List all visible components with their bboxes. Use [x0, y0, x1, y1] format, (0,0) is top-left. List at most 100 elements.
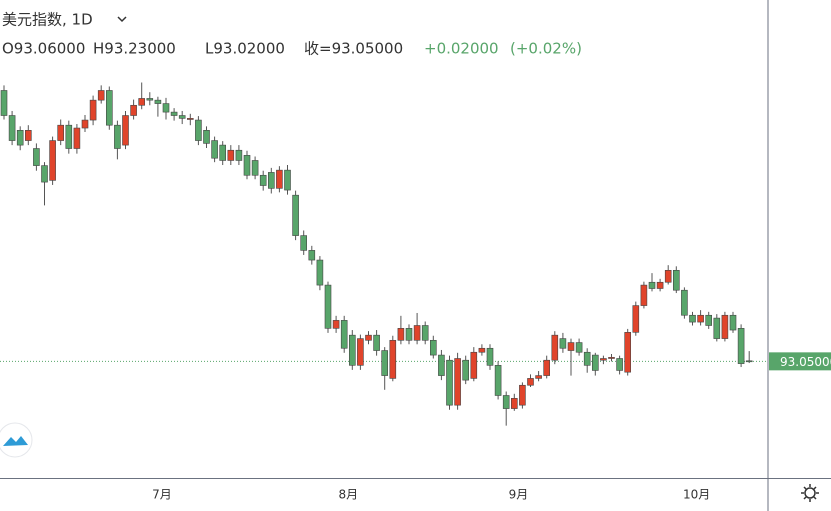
candle-body: [24, 130, 32, 141]
last-price-box: [769, 352, 831, 371]
candle-body: [575, 342, 583, 353]
candle-body: [267, 172, 275, 189]
candle-body: [114, 124, 121, 149]
candle-body: [624, 332, 632, 373]
candle-body: [170, 111, 178, 116]
candle-body: [389, 339, 397, 379]
chart-title: 美元指数, 1D: [2, 11, 93, 29]
candle-body: [65, 124, 73, 149]
candle-body: [640, 284, 648, 306]
candle-body: [713, 317, 721, 339]
candle-body: [49, 140, 56, 181]
candle-body: [340, 320, 348, 349]
candle-body: [235, 149, 243, 161]
candle-body: [154, 99, 162, 104]
last-price-label: 93.05000: [780, 355, 831, 369]
candle-body: [365, 334, 372, 341]
candle-body: [413, 325, 421, 341]
candle-body: [737, 328, 745, 364]
gear-teeth[interactable]: [801, 484, 819, 502]
candle-body: [591, 354, 599, 371]
candle-body: [446, 359, 453, 406]
candle-body: [381, 350, 389, 376]
x-tick-label: 8月: [338, 488, 358, 502]
candle-body: [316, 259, 324, 286]
candle-body: [308, 250, 316, 261]
x-tick-label: 10月: [683, 488, 710, 502]
candle-body: [664, 269, 672, 283]
candle-body: [600, 358, 607, 361]
candle-body: [211, 140, 218, 159]
candle-body: [494, 365, 502, 396]
ohlc-value: L93.02000: [205, 40, 285, 58]
dropdown-chevron[interactable]: [117, 16, 127, 23]
candle-body: [41, 165, 48, 183]
candle-body: [162, 103, 170, 113]
candle-body: [559, 338, 567, 349]
candle-body: [478, 347, 486, 353]
candle-body: [259, 174, 267, 186]
logo: [0, 422, 33, 458]
candle-body: [543, 359, 551, 376]
candle-body: [57, 124, 65, 141]
candle-body: [195, 119, 202, 141]
candle-body: [219, 144, 226, 161]
ohlc-value: 收=93.05000: [304, 40, 403, 58]
candle-body: [462, 359, 470, 381]
candle-body: [681, 289, 688, 316]
candle-body: [689, 314, 696, 323]
candle-body: [510, 398, 518, 409]
logo-shape: [3, 436, 28, 446]
candle-body: [705, 314, 713, 326]
candle-body: [89, 99, 97, 121]
candle-body: [616, 358, 623, 371]
candle-body: [535, 375, 542, 379]
candle-body: [178, 115, 186, 119]
logo-circle: [0, 422, 33, 458]
x-tick-label: 7月: [152, 488, 172, 502]
candle-body: [122, 115, 129, 146]
ohlc-value: O93.06000: [2, 40, 85, 58]
candle-body: [81, 119, 89, 129]
candle-body: [0, 90, 8, 116]
candle-body: [729, 314, 737, 331]
x-tick-label: 9月: [509, 488, 529, 502]
gear[interactable]: [804, 487, 816, 499]
candle-body: [632, 305, 640, 333]
candle-body: [551, 334, 559, 361]
candle-body: [8, 115, 16, 141]
candle-body: [721, 314, 729, 339]
candle-body: [502, 395, 510, 409]
candle-body: [486, 347, 494, 366]
candle-body: [292, 194, 299, 236]
candle-body: [251, 160, 259, 176]
candle-body: [697, 314, 704, 323]
candle-body: [276, 169, 283, 189]
candle-body: [146, 98, 154, 101]
candle-body: [470, 351, 478, 379]
candle-body: [138, 98, 145, 106]
candle-body: [187, 118, 194, 120]
candle-body: [405, 328, 413, 341]
ohlc-value: +0.02000: [424, 40, 499, 58]
candle-body: [373, 334, 380, 351]
candle-body: [357, 338, 364, 366]
candle-body: [527, 378, 534, 386]
candle-body: [429, 339, 437, 356]
candle-body: [583, 351, 591, 366]
candle-body: [300, 235, 308, 251]
ohlc-value: (+0.02%): [510, 40, 582, 58]
candle-body: [332, 320, 340, 329]
candle-body: [438, 354, 445, 376]
candle-body: [203, 130, 210, 144]
candle-body: [284, 169, 291, 191]
settings-icon[interactable]: [801, 484, 819, 502]
candle-body: [745, 360, 753, 363]
candle-body: [97, 90, 105, 101]
candle-body: [243, 155, 251, 176]
candle-body: [397, 328, 405, 341]
candle-body: [608, 357, 615, 359]
candle-body: [33, 148, 40, 166]
candle-body: [519, 384, 526, 406]
